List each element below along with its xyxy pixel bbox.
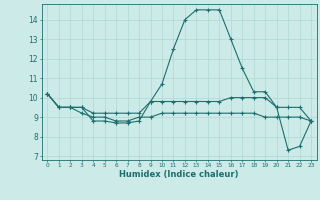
X-axis label: Humidex (Indice chaleur): Humidex (Indice chaleur) (119, 170, 239, 179)
